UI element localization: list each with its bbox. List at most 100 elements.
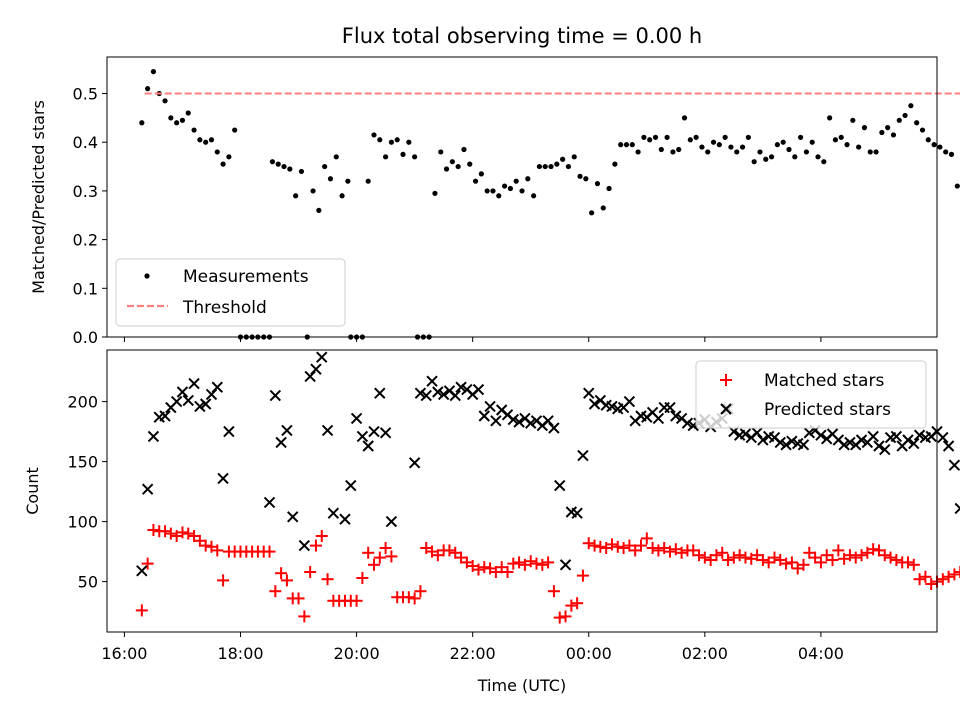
legend-frame bbox=[115, 258, 346, 327]
measurement-point bbox=[885, 125, 891, 131]
measurement-point bbox=[554, 161, 560, 167]
matched-point bbox=[414, 585, 427, 598]
matched-point bbox=[646, 542, 659, 554]
matched-point bbox=[611, 540, 624, 553]
legend: Measurements Threshold bbox=[115, 258, 346, 327]
predicted-point bbox=[362, 440, 374, 452]
predicted-point bbox=[873, 440, 885, 452]
matched-point bbox=[826, 554, 839, 566]
matched-point bbox=[780, 557, 793, 570]
matched-point bbox=[147, 524, 160, 536]
measurement-point bbox=[214, 149, 220, 155]
predicted-point bbox=[321, 424, 334, 437]
predicted-point bbox=[588, 398, 601, 410]
predicted-point bbox=[199, 398, 212, 410]
predicted-point bbox=[803, 427, 816, 439]
measurement-point bbox=[728, 144, 734, 150]
x-tick-label: 02:00 bbox=[682, 644, 728, 663]
plot-frame bbox=[106, 56, 938, 338]
measurement-point bbox=[345, 178, 351, 184]
measurement-point bbox=[600, 205, 606, 211]
matched-point bbox=[901, 556, 914, 569]
predicted-point bbox=[374, 387, 386, 399]
measurement-point bbox=[786, 146, 792, 153]
y-tick-label: 0.4 bbox=[73, 133, 98, 152]
measurement-point bbox=[269, 159, 276, 165]
measurement-point bbox=[681, 115, 688, 121]
measurement-point bbox=[710, 139, 717, 145]
predicted-point bbox=[310, 363, 322, 375]
measurement-point bbox=[798, 134, 804, 140]
matched-point bbox=[292, 592, 305, 605]
legend-predicted-marker bbox=[720, 403, 732, 415]
predicted-point bbox=[548, 422, 560, 434]
measurement-point bbox=[780, 139, 786, 145]
measurement-point bbox=[310, 188, 316, 194]
predicted-point bbox=[855, 434, 868, 446]
x-tick-label: 16:00 bbox=[101, 644, 147, 663]
matched-point bbox=[507, 557, 520, 570]
measurement-point bbox=[531, 193, 537, 199]
predicted-point bbox=[739, 428, 752, 440]
predicted-point bbox=[136, 565, 148, 577]
predicted-point bbox=[281, 424, 293, 437]
matched-point bbox=[280, 574, 293, 587]
predicted-point bbox=[176, 386, 189, 398]
matched-point bbox=[919, 570, 932, 583]
measurement-point bbox=[484, 188, 490, 194]
predicted-point bbox=[774, 436, 786, 449]
matched-point bbox=[727, 551, 740, 564]
matched-point bbox=[263, 545, 276, 558]
matched-point bbox=[948, 568, 960, 581]
measurement-point bbox=[226, 154, 232, 160]
matched-point bbox=[878, 549, 891, 562]
measurement-point bbox=[629, 142, 635, 148]
predicted-point bbox=[937, 431, 949, 444]
measurement-point bbox=[501, 183, 508, 189]
matched-point bbox=[547, 585, 560, 598]
predicted-point bbox=[170, 395, 183, 408]
matched-point bbox=[524, 555, 537, 568]
predicted-point bbox=[815, 429, 827, 441]
measurement-point bbox=[565, 163, 572, 170]
predicted-point bbox=[577, 449, 589, 462]
predicted-point bbox=[263, 496, 276, 509]
flux-ratio-panel: Flux total observing time = 0.00 h Match… bbox=[29, 24, 960, 347]
predicted-point bbox=[368, 425, 380, 438]
predicted-point bbox=[339, 513, 351, 525]
matched-point bbox=[954, 566, 960, 578]
matched-point bbox=[576, 569, 589, 582]
matched-point bbox=[582, 537, 595, 550]
matched-point bbox=[640, 532, 653, 545]
measurement-point bbox=[618, 142, 624, 148]
predicted-point bbox=[786, 435, 798, 447]
predicted-point bbox=[182, 394, 194, 407]
measurement-point bbox=[571, 154, 577, 160]
matched-point bbox=[913, 573, 926, 586]
matched-point bbox=[785, 556, 798, 569]
measurement-point bbox=[185, 110, 191, 116]
predicted-point bbox=[147, 430, 160, 443]
predicted-point bbox=[455, 381, 467, 393]
legend: Matched stars Predicted stars bbox=[695, 360, 927, 429]
predicted-point bbox=[524, 417, 537, 429]
plot-area bbox=[139, 69, 960, 340]
measurement-point bbox=[954, 183, 960, 189]
matched-point bbox=[942, 570, 955, 583]
predicted-point bbox=[797, 439, 810, 451]
legend-measurements-label: Measurements bbox=[183, 267, 309, 287]
measurement-point bbox=[844, 142, 850, 148]
measurement-point bbox=[388, 139, 395, 145]
measurement-point bbox=[925, 137, 931, 143]
legend-matched-label: Matched stars bbox=[764, 371, 884, 391]
predicted-point bbox=[316, 351, 328, 363]
matched-point bbox=[304, 566, 317, 578]
y-tick-label: 0.3 bbox=[73, 182, 98, 201]
measurement-point bbox=[647, 137, 653, 143]
x-tick-labels: 16:00 18:00 20:00 22:00 00:00 02:00 04:00 bbox=[101, 632, 844, 663]
measurement-point bbox=[162, 98, 168, 104]
measurement-point bbox=[168, 115, 174, 121]
matched-point bbox=[884, 551, 897, 564]
matched-point bbox=[832, 544, 845, 557]
matched-point bbox=[309, 539, 322, 552]
